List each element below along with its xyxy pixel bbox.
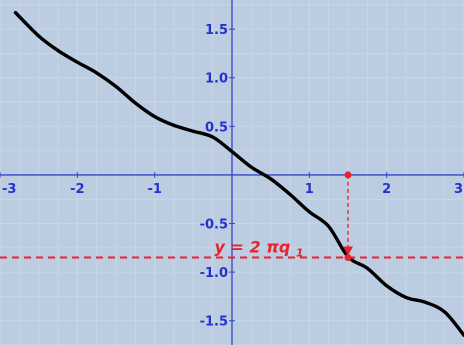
- y-tick-label: 1.5: [205, 23, 228, 38]
- y-tick-label: -1.0: [200, 266, 228, 281]
- x-tick-label: 2: [382, 182, 391, 197]
- annotation-markers: [0, 171, 464, 262]
- annotation-subscript: 1: [296, 247, 304, 260]
- curve-line: [13, 10, 464, 337]
- tick-labels: -3 -2 -1 1 2 3 1.5 1.0 0.5 -0.5 -1.0 -1.5: [0, 23, 464, 330]
- annotation-rhs: = 2 πq: [231, 238, 291, 257]
- curve: [13, 10, 464, 337]
- x-tick-label: -1: [147, 182, 161, 197]
- x-tick-label: 1: [305, 182, 314, 197]
- y-tick-label: 0.5: [205, 120, 228, 135]
- y-tick-label: -0.5: [200, 218, 228, 233]
- arrow-head: [343, 246, 353, 256]
- x-tick-label: -2: [70, 182, 84, 197]
- x-tick-label: -3: [2, 182, 16, 197]
- y-tick-label: 1.0: [205, 72, 228, 87]
- axis-point: [344, 171, 352, 179]
- y-tick-label: -1.5: [200, 315, 228, 330]
- annotation-label: y = 2 πq 1: [215, 238, 304, 260]
- intersection-point: [344, 254, 352, 262]
- x-tick-label: 3: [454, 182, 463, 197]
- annotation-lhs: y: [215, 238, 226, 257]
